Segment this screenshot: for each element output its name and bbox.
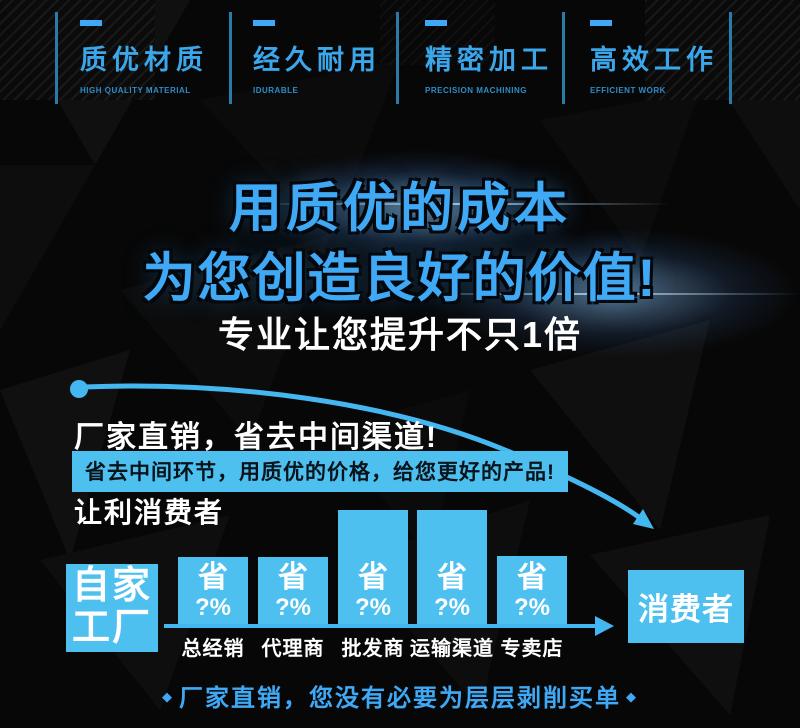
save-text: 省 [278,560,308,594]
bar-wholesaler: 省 ?% [338,510,408,624]
save-text: 省 [517,560,547,594]
factory-label-line2: 工厂 [71,607,152,649]
feature-subtitle: HIGH QUALITY MATERIAL [80,86,191,95]
percent-text: ?% [355,593,391,621]
feature-separator [729,12,732,104]
feature-quality-material: 质优材质 HIGH QUALITY MATERIAL [80,20,208,95]
save-text: 省 [358,560,388,594]
factory-box: 自家 工厂 [66,564,158,652]
feature-subtitle: PRECISION MACHINING [425,86,527,95]
feature-title: 质优材质 [80,45,208,75]
feature-subtitle: EFFICIENT WORK [590,86,666,95]
bar-transport: 省 ?% [417,510,487,624]
dash-icon [590,20,612,26]
feature-title: 精密加工 [425,45,553,75]
percent-text: ?% [514,593,550,621]
hero-title-line1: 用质优的成本 [229,179,571,238]
feature-separator [396,12,399,104]
percent-text: ?% [275,593,311,621]
dash-icon [425,20,447,26]
feature-subtitle: IDURABLE [253,86,299,95]
direct-sales-heading: 厂家直销，省去中间渠道! [74,421,438,454]
feature-separator [229,12,232,104]
bar-agent: 省 ?% [258,557,328,624]
factory-label-line1: 自家 [71,565,152,608]
bar-label-agent: 代理商 [261,638,325,660]
percent-text: ?% [434,593,470,621]
bar-label-distributor: 总经销 [181,638,245,660]
percent-text: ?% [195,593,231,621]
save-text: 省 [437,560,467,594]
feature-title: 经久耐用 [253,45,381,75]
feature-durable: 经久耐用 IDURABLE [253,20,381,95]
bar-label-transport: 运输渠道 [410,638,494,660]
footer-tagline-text: 厂家直销，您没有必要为层层剥削买单 [179,685,621,712]
feature-title: 高效工作 [590,45,718,75]
dash-icon [253,20,275,26]
benefit-text: 让利消费者 [74,497,225,528]
feature-separator [562,12,565,104]
hero-subtitle: 专业让您提升不只1倍 [217,314,583,355]
diamond-icon: ◆ [162,689,174,704]
dash-icon [80,20,102,26]
feature-efficient: 高效工作 EFFICIENT WORK [590,20,718,95]
save-text: 省 [198,560,228,594]
bar-label-retail-store: 专卖店 [500,638,564,660]
bar-distributor: 省 ?% [178,557,248,624]
footer-tagline: ◆ 厂家直销，您没有必要为层层剥削买单 ◆ [0,678,800,713]
hero-title-line2: 为您创造良好的价值! [142,249,658,308]
bar-label-wholesaler: 批发商 [341,638,405,660]
bar-retail-store: 省 ?% [497,556,567,624]
highlight-banner: 省去中间环节，用质优的价格，给您更好的产品! [72,451,568,492]
diamond-icon: ◆ [626,689,638,704]
feature-precision: 精密加工 PRECISION MACHINING [425,20,553,95]
feature-separator [55,12,58,104]
consumer-box: 消费者 [628,570,744,643]
